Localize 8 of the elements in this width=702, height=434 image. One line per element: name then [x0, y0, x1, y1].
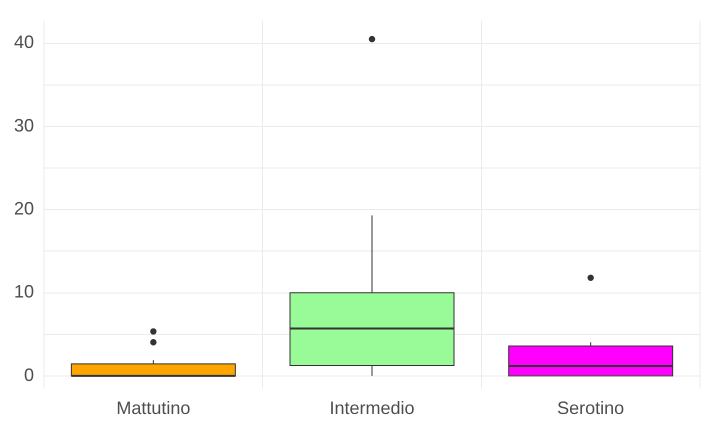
- y-tick-label: 40: [14, 32, 34, 52]
- x-tick-label: Serotino: [557, 398, 624, 418]
- y-tick-label: 20: [14, 198, 34, 219]
- y-tick-label: 10: [14, 282, 34, 302]
- x-tick-label: Mattutino: [116, 398, 190, 418]
- y-tick-label: 30: [14, 115, 34, 136]
- x-tick-label: Intermedio: [329, 398, 415, 418]
- y-tick-label: 0: [24, 364, 34, 385]
